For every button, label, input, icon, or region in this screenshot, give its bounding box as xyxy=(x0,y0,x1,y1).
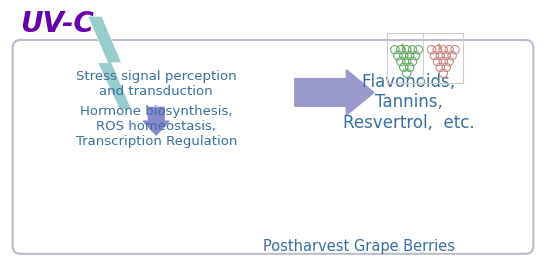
Text: Stress signal perception
and transduction: Stress signal perception and transductio… xyxy=(76,70,236,98)
Polygon shape xyxy=(88,16,131,109)
Text: Postharvest Grape Berries: Postharvest Grape Berries xyxy=(263,239,455,254)
Text: UV-C: UV-C xyxy=(20,10,95,38)
FancyBboxPatch shape xyxy=(13,40,534,254)
Text: Flavonoids,
Tannins,
Resvertrol,  etc.: Flavonoids, Tannins, Resvertrol, etc. xyxy=(343,73,475,132)
Text: Hormone biosynthesis,
ROS homeostasis,
Transcription Regulation: Hormone biosynthesis, ROS homeostasis, T… xyxy=(75,105,237,148)
FancyArrow shape xyxy=(295,70,374,115)
FancyArrow shape xyxy=(144,107,169,135)
